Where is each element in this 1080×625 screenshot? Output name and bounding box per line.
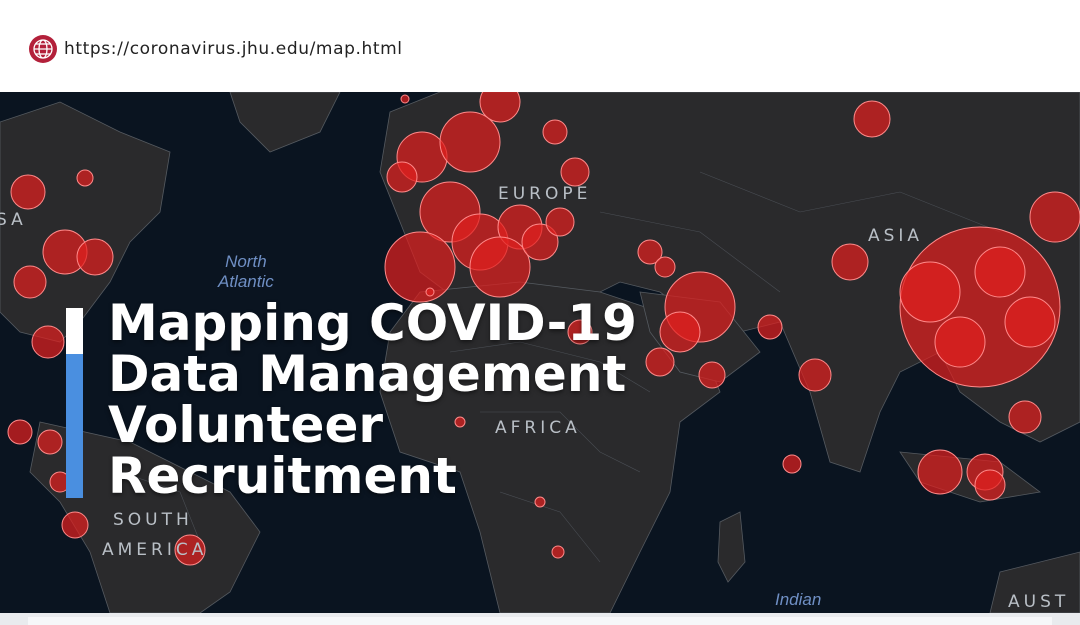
case-circle — [782, 454, 802, 474]
label-north-america-partial: SA — [0, 210, 27, 230]
case-circle — [76, 169, 94, 187]
land-greenland — [229, 92, 341, 153]
map-graphic — [0, 92, 1080, 613]
case-circle — [560, 157, 590, 187]
headline-line-3: Volunteer — [108, 396, 384, 454]
case-circle — [454, 416, 466, 428]
case-circle — [469, 236, 531, 298]
headline-line-1: Mapping COVID-19 — [108, 294, 637, 352]
case-circle — [545, 207, 575, 237]
label-asia: ASIA — [868, 226, 924, 246]
case-circle — [174, 534, 206, 566]
case-circle — [1008, 400, 1042, 434]
label-africa: AFRICA — [495, 418, 581, 438]
case-circle — [974, 469, 1006, 501]
case-circle — [567, 319, 593, 345]
case-circles — [7, 92, 1080, 566]
case-circle — [698, 361, 726, 389]
covid-map: EUROPE ASIA AFRICA SOUTH AMERICA SA AUST… — [0, 92, 1080, 613]
label-america: AMERICA — [102, 540, 208, 560]
headline: Mapping COVID-19 Data Management Volunte… — [108, 298, 637, 502]
case-circle — [400, 94, 410, 104]
label-europe: EUROPE — [498, 184, 592, 204]
case-circle — [1004, 296, 1056, 348]
land-australia — [989, 551, 1080, 613]
case-circle — [853, 100, 891, 138]
case-circle — [384, 231, 456, 303]
case-circle — [37, 429, 63, 455]
case-circle — [13, 265, 47, 299]
headline-line-2: Data Management — [108, 345, 627, 403]
case-circle — [534, 496, 546, 508]
footer-strip — [0, 613, 1080, 625]
case-circle — [899, 261, 961, 323]
case-circle — [798, 358, 832, 392]
case-circle — [542, 119, 568, 145]
case-circle — [974, 246, 1026, 298]
label-australia-partial: AUST — [1008, 592, 1070, 612]
case-circle — [386, 161, 418, 193]
land-south-america — [29, 421, 261, 613]
ocean-label-north-atlantic: North Atlantic — [218, 252, 274, 292]
case-circle — [551, 545, 565, 559]
case-circle — [917, 449, 963, 495]
case-circle — [10, 174, 46, 210]
case-circle — [659, 311, 701, 353]
case-circle — [76, 238, 114, 276]
land-africa — [379, 281, 721, 613]
ocean-label-north: North — [225, 252, 267, 271]
case-circle — [61, 511, 89, 539]
case-circle — [7, 419, 33, 445]
url-text[interactable]: https://coronavirus.jhu.edu/map.html — [64, 39, 403, 59]
ocean-label-atlantic: Atlantic — [218, 272, 274, 291]
borders — [119, 171, 1001, 563]
label-south: SOUTH — [113, 510, 193, 530]
url-bar[interactable]: https://coronavirus.jhu.edu/map.html — [28, 34, 403, 64]
case-circle — [425, 287, 435, 297]
land-madagascar — [717, 511, 746, 583]
case-circle — [31, 325, 65, 359]
case-circle — [934, 316, 986, 368]
case-circle — [645, 347, 675, 377]
case-circle — [521, 223, 559, 261]
headline-line-4: Recruitment — [108, 447, 457, 505]
case-circle — [1029, 191, 1080, 243]
case-circle — [479, 92, 521, 123]
case-circle — [654, 256, 676, 278]
case-circle — [439, 111, 501, 173]
land-masses — [0, 92, 1080, 613]
case-circle — [757, 314, 783, 340]
case-circle — [637, 239, 663, 265]
ocean-label-indian: Indian — [775, 590, 822, 609]
globe-icon — [29, 35, 57, 63]
headline-accent-bar — [66, 308, 83, 498]
case-circle — [831, 243, 869, 281]
